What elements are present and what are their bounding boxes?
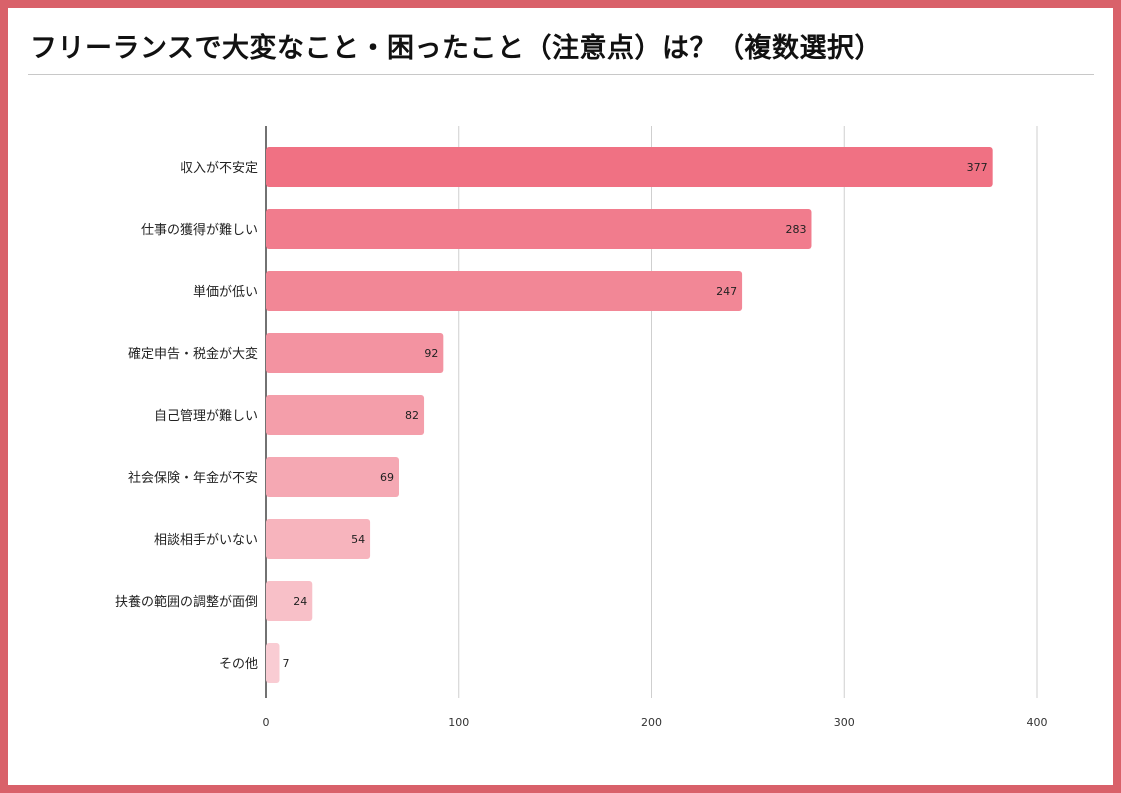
value-label: 247 bbox=[716, 285, 737, 298]
category-label: 確定申告・税金が大変 bbox=[128, 346, 258, 362]
value-label: 54 bbox=[351, 533, 365, 546]
value-label: 82 bbox=[405, 409, 419, 422]
chart-title: フリーランスで大変なこと・困ったこと（注意点）は？（複数選択） bbox=[30, 33, 882, 64]
category-label: 扶養の範囲の調整が面倒 bbox=[115, 594, 258, 610]
x-tick-label: 300 bbox=[834, 716, 855, 729]
bar bbox=[266, 147, 993, 187]
title-divider bbox=[28, 74, 1094, 75]
value-label: 24 bbox=[293, 595, 307, 608]
value-label: 283 bbox=[785, 223, 806, 236]
bar bbox=[266, 581, 313, 621]
x-tick-label: 100 bbox=[448, 716, 469, 729]
value-label: 7 bbox=[282, 657, 289, 670]
category-label: 社会保険・年金が不安 bbox=[128, 470, 258, 486]
category-label: 自己管理が難しい bbox=[154, 409, 258, 424]
bar bbox=[266, 271, 743, 311]
category-label: 収入が不安定 bbox=[180, 161, 258, 176]
x-tick-label: 400 bbox=[1027, 716, 1048, 729]
bar bbox=[266, 457, 399, 497]
category-label: 仕事の獲得が難しい bbox=[141, 222, 258, 238]
x-tick-label: 200 bbox=[641, 716, 662, 729]
x-tick-label: 0 bbox=[263, 716, 270, 729]
bar bbox=[266, 643, 280, 683]
value-label: 92 bbox=[424, 347, 438, 360]
bar bbox=[266, 333, 444, 373]
value-label: 377 bbox=[967, 161, 988, 174]
category-label: 単価が低い bbox=[193, 284, 258, 300]
bar bbox=[266, 209, 812, 249]
category-label: その他 bbox=[219, 657, 258, 672]
category-label: 相談相手がいない bbox=[154, 532, 258, 548]
value-label: 69 bbox=[380, 471, 394, 484]
bar bbox=[266, 395, 425, 435]
bar bbox=[266, 519, 371, 559]
